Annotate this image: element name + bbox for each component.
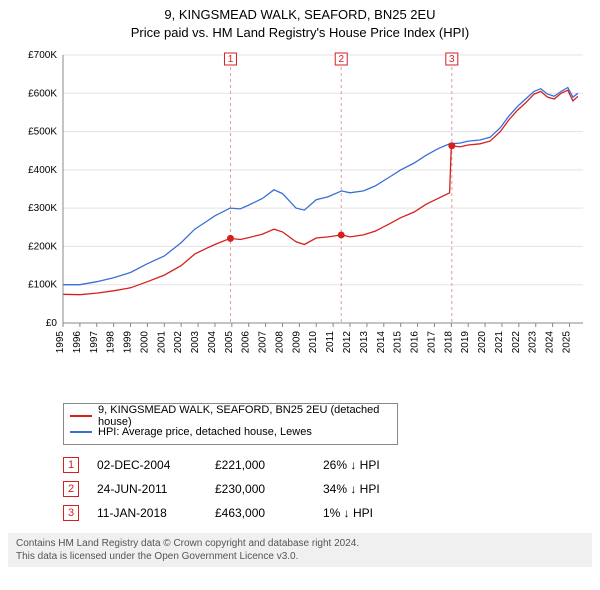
legend: 9, KINGSMEAD WALK, SEAFORD, BN25 2EU (de… xyxy=(63,403,398,445)
svg-text:£100K: £100K xyxy=(28,280,57,291)
svg-text:2020: 2020 xyxy=(477,331,488,354)
svg-text:2014: 2014 xyxy=(376,331,387,354)
sale-marker-icon: 3 xyxy=(63,505,79,521)
svg-text:2022: 2022 xyxy=(511,331,522,354)
sale-hpi-delta: 26% ↓ HPI xyxy=(323,458,433,472)
svg-text:2007: 2007 xyxy=(258,331,269,354)
svg-text:2001: 2001 xyxy=(156,331,167,354)
svg-text:3: 3 xyxy=(449,54,455,65)
svg-text:2023: 2023 xyxy=(528,331,539,354)
footer-line: Contains HM Land Registry data © Crown c… xyxy=(16,537,584,550)
svg-text:2018: 2018 xyxy=(443,331,454,354)
svg-text:2006: 2006 xyxy=(241,331,252,354)
svg-text:2004: 2004 xyxy=(207,331,218,354)
svg-text:2008: 2008 xyxy=(274,331,285,354)
svg-text:£200K: £200K xyxy=(28,242,57,253)
title-subtitle: Price paid vs. HM Land Registry's House … xyxy=(8,24,592,42)
svg-text:2000: 2000 xyxy=(139,331,150,354)
svg-text:2002: 2002 xyxy=(173,331,184,354)
sales-table: 1 02-DEC-2004 £221,000 26% ↓ HPI 2 24-JU… xyxy=(63,453,592,525)
sale-date: 11-JAN-2018 xyxy=(97,506,197,520)
svg-text:£0: £0 xyxy=(46,318,58,329)
legend-label: 9, KINGSMEAD WALK, SEAFORD, BN25 2EU (de… xyxy=(98,404,391,428)
svg-text:1: 1 xyxy=(228,54,234,65)
title-address: 9, KINGSMEAD WALK, SEAFORD, BN25 2EU xyxy=(8,6,592,24)
svg-text:£500K: £500K xyxy=(28,127,57,138)
svg-text:2019: 2019 xyxy=(460,331,471,354)
svg-text:2021: 2021 xyxy=(494,331,505,354)
legend-swatch xyxy=(70,431,92,433)
svg-text:2003: 2003 xyxy=(190,331,201,354)
sale-price: £221,000 xyxy=(215,458,305,472)
sale-date: 02-DEC-2004 xyxy=(97,458,197,472)
sale-hpi-delta: 34% ↓ HPI xyxy=(323,482,433,496)
svg-text:£300K: £300K xyxy=(28,203,57,214)
svg-text:2: 2 xyxy=(338,54,344,65)
table-row: 1 02-DEC-2004 £221,000 26% ↓ HPI xyxy=(63,453,592,477)
svg-text:2017: 2017 xyxy=(426,331,437,354)
footer-attribution: Contains HM Land Registry data © Crown c… xyxy=(8,533,592,567)
price-chart: £0 £100K £200K £300K £400K £500K £600K £700K 1 2 3… xyxy=(8,45,592,395)
sale-price: £463,000 xyxy=(215,506,305,520)
svg-text:1996: 1996 xyxy=(72,331,83,354)
svg-text:2012: 2012 xyxy=(342,331,353,354)
sale-hpi-delta: 1% ↓ HPI xyxy=(323,506,433,520)
svg-text:2011: 2011 xyxy=(325,331,336,353)
svg-text:2005: 2005 xyxy=(224,331,235,354)
svg-text:1995: 1995 xyxy=(55,331,66,354)
legend-label: HPI: Average price, detached house, Lewe… xyxy=(98,426,312,438)
sale-price: £230,000 xyxy=(215,482,305,496)
legend-swatch xyxy=(70,415,92,417)
svg-text:2025: 2025 xyxy=(561,331,572,354)
svg-text:1999: 1999 xyxy=(123,331,134,354)
svg-text:2009: 2009 xyxy=(291,331,302,354)
svg-text:1998: 1998 xyxy=(106,331,117,354)
svg-text:£600K: £600K xyxy=(28,88,57,99)
table-row: 3 11-JAN-2018 £463,000 1% ↓ HPI xyxy=(63,501,592,525)
sale-marker-icon: 1 xyxy=(63,457,79,473)
sale-date: 24-JUN-2011 xyxy=(97,482,197,496)
svg-text:2013: 2013 xyxy=(359,331,370,354)
svg-text:2024: 2024 xyxy=(545,331,556,354)
sale-marker-icon: 2 xyxy=(63,481,79,497)
legend-item-price-paid: 9, KINGSMEAD WALK, SEAFORD, BN25 2EU (de… xyxy=(70,408,391,424)
svg-text:2015: 2015 xyxy=(393,331,404,354)
svg-text:1997: 1997 xyxy=(89,331,100,354)
table-row: 2 24-JUN-2011 £230,000 34% ↓ HPI xyxy=(63,477,592,501)
svg-text:£400K: £400K xyxy=(28,165,57,176)
svg-text:2010: 2010 xyxy=(308,331,319,354)
svg-text:2016: 2016 xyxy=(410,331,421,354)
footer-line: This data is licensed under the Open Gov… xyxy=(16,550,584,563)
svg-text:£700K: £700K xyxy=(28,50,57,61)
